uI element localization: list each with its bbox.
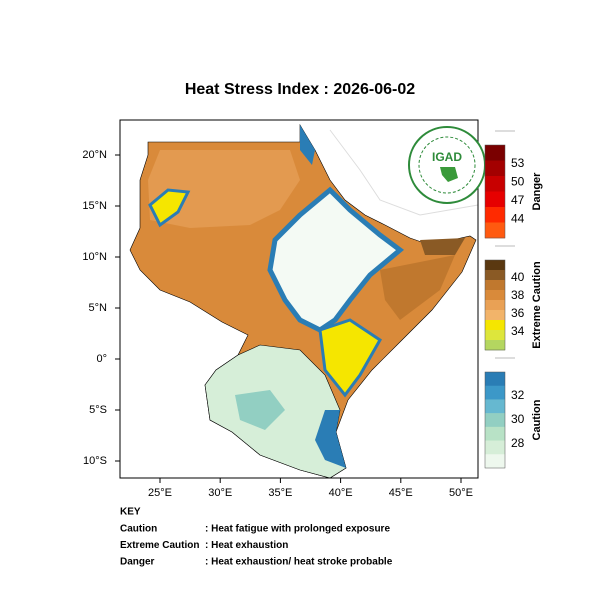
color-swatch: [485, 320, 505, 331]
key-description: : Heat exhaustion: [205, 540, 288, 551]
axes: 25°E 30°E 35°E 40°E 45°E 50°E 20°N 15°N 10°N 5°N 0…: [82, 149, 473, 499]
outside-border: [329, 129, 479, 216]
color-swatch: [485, 340, 505, 351]
map: IGAD: [119, 119, 486, 479]
color-swatch: [485, 260, 505, 271]
color-swatch: [485, 372, 505, 387]
key-term: Caution: [120, 524, 157, 535]
colorbar-title: Danger: [531, 172, 543, 211]
key-description: : Heat exhaustion/ heat stroke probable: [205, 557, 393, 568]
x-tick-label: 25°E: [148, 487, 172, 499]
x-tick-label: 30°E: [208, 487, 232, 499]
somalia-zone: [380, 255, 455, 320]
logo-map: [440, 167, 458, 182]
colorbar-label: 36: [511, 306, 525, 320]
colorbar-title: Caution: [531, 399, 543, 440]
x-tick-label: 45°E: [389, 487, 413, 499]
color-swatch: [485, 310, 505, 321]
colorbar-label: 30: [511, 412, 525, 426]
y-tick-label: 10°S: [83, 455, 107, 467]
color-swatch: [485, 290, 505, 301]
colorbar-label: 38: [511, 288, 525, 302]
map-frame: [119, 119, 479, 479]
colorbar-frame: [484, 371, 506, 469]
color-swatch: [485, 440, 505, 455]
y-tick-label: 5°S: [89, 404, 107, 416]
color-swatch: [485, 385, 505, 400]
x-tick-label: 50°E: [449, 487, 473, 499]
logo-text: IGAD: [432, 150, 462, 164]
colorbar-label: 32: [511, 388, 525, 402]
tanzania-patch: [235, 390, 285, 430]
color-swatch: [485, 426, 505, 441]
color-swatch: [485, 145, 505, 161]
y-tick-label: 20°N: [82, 149, 107, 161]
colorbar-label: 40: [511, 270, 525, 284]
colorbar-title: Extreme Caution: [531, 261, 543, 349]
key-term: Danger: [120, 557, 155, 568]
logo-wreath: [418, 136, 476, 194]
key-description: : Heat fatigue with prolonged exposure: [205, 524, 390, 535]
x-tick-label: 40°E: [329, 487, 353, 499]
color-swatch: [485, 207, 505, 223]
ethiopia-highlands: [267, 186, 405, 333]
colorbar-label: 44: [511, 212, 525, 226]
colorbar-label: 34: [511, 324, 525, 338]
color-swatch: [485, 270, 505, 281]
y-tick-label: 0°: [96, 353, 107, 365]
color-swatch: [485, 330, 505, 341]
somaliland-zone: [420, 238, 465, 255]
logo-ring: [408, 126, 486, 204]
key: KEY Caution : Heat fatigue with prolonged …: [120, 507, 393, 568]
kenya-zone: [318, 318, 382, 398]
y-tick-label: 15°N: [82, 200, 107, 212]
x-tick-label: 35°E: [268, 487, 292, 499]
title: Heat Stress Index : 2026-06-02: [185, 81, 415, 98]
colorbars: 53 50 47 44 Danger 40 38 36 34 Extreme Caution 32 3…: [484, 130, 543, 469]
coast-blue: [315, 410, 346, 468]
colorbar-label: 53: [511, 156, 525, 170]
colorbar-frame: [484, 144, 506, 239]
colorbar-frame: [484, 259, 506, 351]
key-title: KEY: [120, 507, 141, 518]
color-swatch: [485, 280, 505, 291]
y-tick-label: 10°N: [82, 251, 107, 263]
colorbar-label: 47: [511, 193, 525, 207]
color-swatch: [485, 160, 505, 177]
color-swatch: [485, 413, 505, 428]
darfur-highland: [148, 188, 191, 228]
sudan-light: [148, 150, 300, 228]
color-swatch: [485, 191, 505, 208]
color-swatch: [485, 222, 505, 239]
coast-hills: [300, 125, 315, 165]
colorbar-label: 50: [511, 174, 525, 188]
colorbar-label: 28: [511, 436, 525, 450]
key-term: Extreme Caution: [120, 540, 199, 551]
color-swatch: [485, 454, 505, 469]
y-tick-label: 5°N: [89, 302, 108, 314]
color-swatch: [485, 176, 505, 192]
color-swatch: [485, 399, 505, 414]
color-swatch: [485, 300, 505, 311]
